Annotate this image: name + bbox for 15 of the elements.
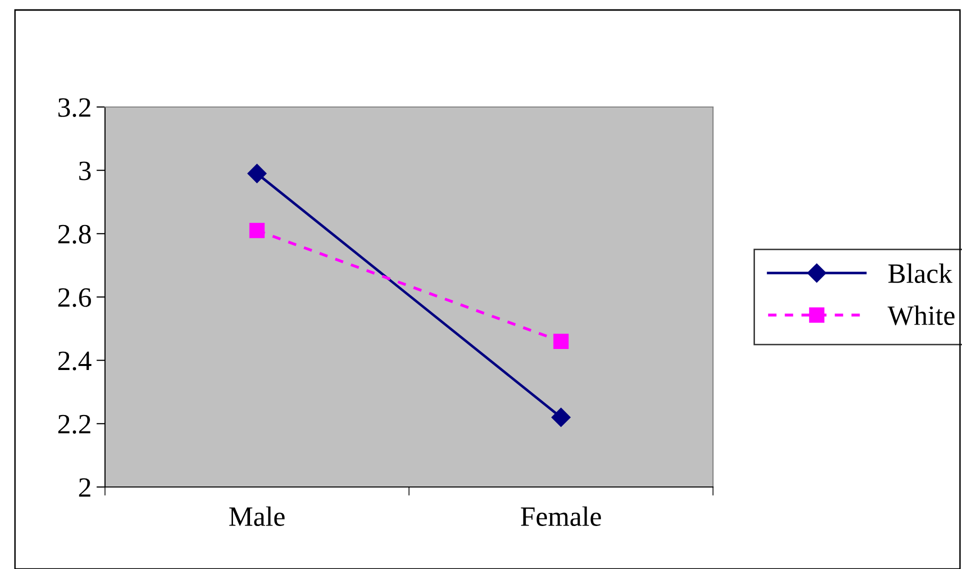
y-tick-label: 3 — [79, 162, 91, 180]
x-tick-label: Female — [520, 506, 601, 526]
legend-label: White — [888, 306, 954, 326]
y-tick-label: 2.2 — [58, 414, 90, 434]
y-tick-label: 2 — [79, 478, 90, 497]
y-tick-label: 2.8 — [58, 224, 91, 244]
y-tick-label: 3.2 — [58, 98, 90, 118]
point — [249, 222, 265, 238]
legend-label: Black — [888, 263, 952, 284]
point — [247, 164, 267, 184]
y-tick-label: 2.6 — [58, 288, 91, 308]
x-tick-label: Male — [229, 506, 285, 526]
y-tick-label: 2.4 — [58, 352, 92, 370]
point — [553, 334, 569, 349]
point — [551, 408, 571, 427]
